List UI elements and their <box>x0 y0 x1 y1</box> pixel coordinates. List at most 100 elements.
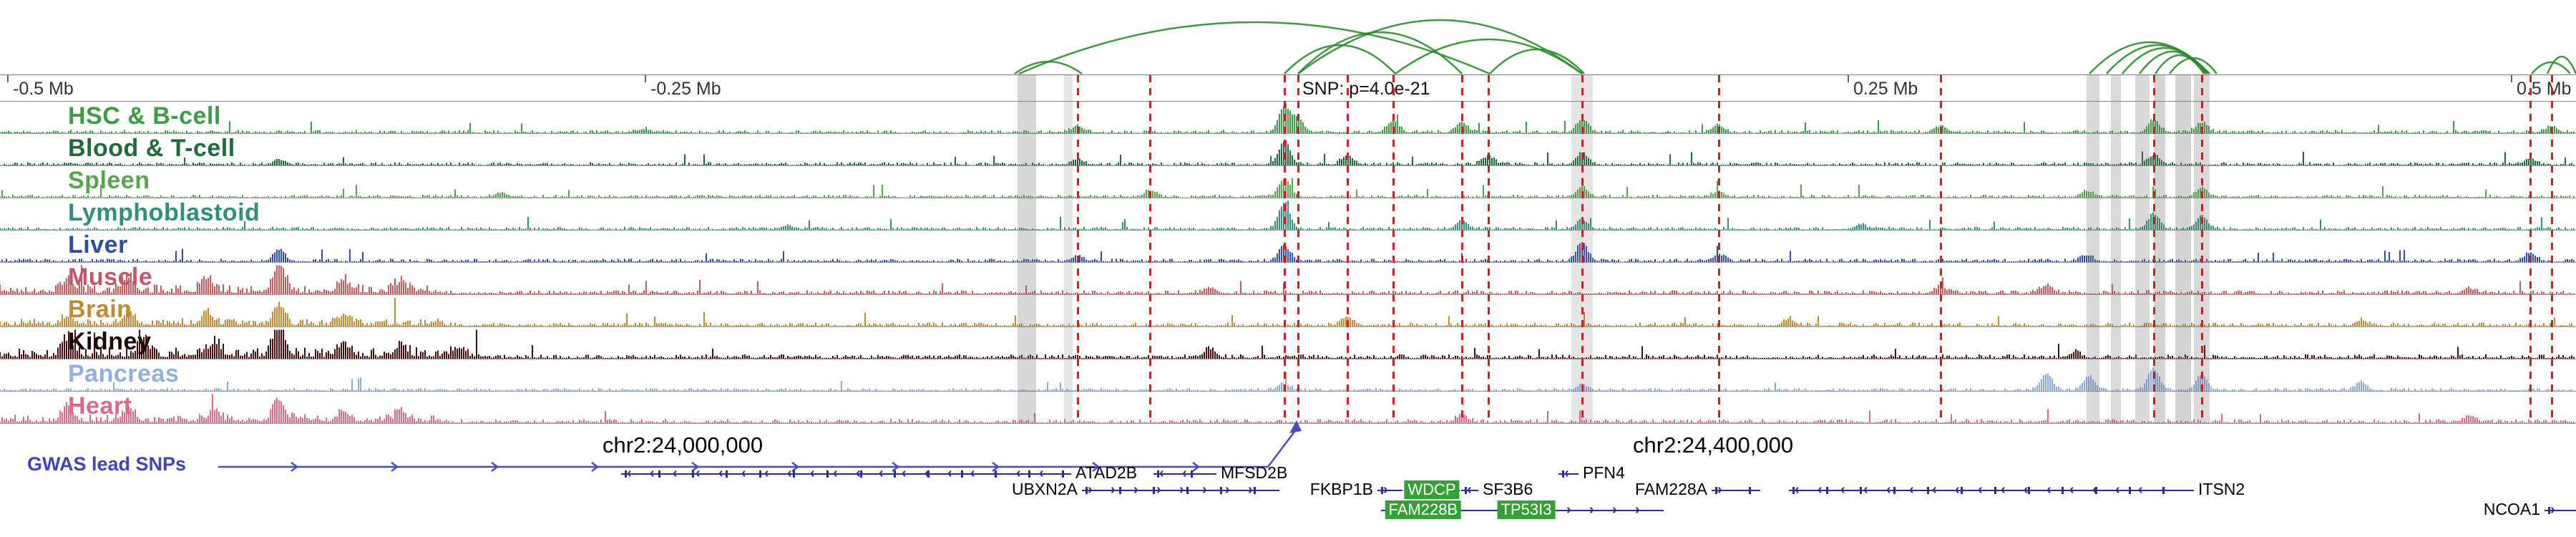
track-label-blood-t-cell[interactable]: Blood & T-cell <box>68 135 235 162</box>
gene-sf3b6[interactable]: ‹ SF3B6 <box>1461 480 1533 499</box>
exon-tick <box>2095 487 2097 494</box>
exon-tick <box>2028 487 2030 494</box>
strand-arrow: ‹ <box>1039 465 1044 481</box>
gene-label-fam228a[interactable]: FAM228A <box>1635 480 1707 498</box>
gene-label-ncoa1[interactable]: NCOA1 <box>2483 500 2540 518</box>
strand-arrow: ‹ <box>833 465 838 481</box>
track-row-muscle[interactable]: Muscle <box>0 263 2576 295</box>
strand-arrow: ‹ <box>2046 482 2051 498</box>
gene-fam228b[interactable]: ‹‹‹‹FAM228B <box>1381 500 1501 519</box>
gene-fam228a[interactable]: › FAM228A <box>1635 480 1760 499</box>
exon-tick <box>1254 487 1256 494</box>
track-row-blood-t-cell[interactable]: Blood & T-cell <box>0 134 2576 166</box>
gene-line <box>1558 473 1579 475</box>
gene-label-itsn2[interactable]: ITSN2 <box>2198 480 2245 498</box>
track-signal-spleen <box>0 177 2575 198</box>
track-label-hsc-b-cell[interactable]: HSC & B-cell <box>68 102 221 130</box>
track-label-lymphoblastoid[interactable]: Lymphoblastoid <box>68 199 260 226</box>
gene-label-atad2b[interactable]: ATAD2B <box>1075 463 1138 482</box>
strand-arrow: › <box>1566 502 1571 518</box>
exon-tick <box>658 470 660 478</box>
strand-arrow: ‹ <box>650 465 655 481</box>
track-row-spleen[interactable]: Spleen <box>0 166 2576 198</box>
gene-label-sf3b6[interactable]: SF3B6 <box>1483 480 1533 498</box>
gene-label-tp53i3[interactable]: TP53I3 <box>1497 500 1556 519</box>
strand-arrow: ‹ <box>1955 482 1960 498</box>
track-row-pancreas[interactable]: Pancreas <box>0 359 2576 392</box>
exon-tick <box>826 470 829 478</box>
track-signal-path <box>0 140 2575 165</box>
track-row-lymphoblastoid[interactable]: Lymphoblastoid <box>0 198 2576 231</box>
track-label-brain[interactable]: Brain <box>68 296 132 323</box>
gene-line <box>1789 490 2194 491</box>
gene-ubxn2a[interactable]: › › › › › › › › UBXN2A <box>1012 480 1279 499</box>
track-row-kidney[interactable]: Kidney <box>0 327 2576 359</box>
strand-arrow: ‹ <box>1159 465 1164 481</box>
interaction-arc <box>1297 31 1463 74</box>
strand-arrow: ‹ <box>1978 482 1983 498</box>
ruler-tick-label: -0.25 Mb <box>650 79 721 99</box>
gene-pfn4[interactable]: ‹ PFN4 <box>1558 463 1625 483</box>
exon-tick <box>1860 487 1862 494</box>
interaction-arc <box>1395 38 1583 74</box>
strand-arrow: › <box>2550 502 2555 518</box>
strand-arrow: ‹ <box>2092 482 2097 498</box>
track-row-brain[interactable]: Brain <box>0 295 2576 327</box>
track-label-muscle[interactable]: Muscle <box>68 263 153 291</box>
gene-line <box>1712 490 1760 491</box>
interaction-arc <box>2169 57 2218 74</box>
gene-label-fkbp1b[interactable]: FKBP1B <box>1309 480 1373 498</box>
gene-line <box>1492 510 1664 511</box>
gene-mfsd2b[interactable]: ‹ ‹ MFSD2B <box>1153 463 1287 483</box>
gene-tp53i3[interactable]: ›››››››TP53I3 <box>1492 500 1664 519</box>
strand-arrow: ‹ <box>810 465 815 481</box>
track-label-pancreas[interactable]: Pancreas <box>68 360 180 387</box>
exon-tick <box>860 470 862 478</box>
gene-label-mfsd2b[interactable]: MFSD2B <box>1221 463 1288 482</box>
strand-arrow: ‹ <box>2069 482 2074 498</box>
track-row-liver[interactable]: Liver <box>0 231 2576 263</box>
track-signal-path <box>0 200 2575 230</box>
gene-wdcp[interactable]: ››WDCP <box>1404 480 1460 499</box>
exon-tick <box>1028 470 1030 478</box>
gene-atad2b[interactable]: ‹‹‹‹‹‹‹‹‹‹‹‹‹‹‹‹‹‹‹ATAD2B <box>621 463 1137 483</box>
strand-arrow: ‹ <box>2138 482 2143 498</box>
gene-label-wdcp[interactable]: WDCP <box>1404 480 1460 499</box>
exon-tick <box>2062 487 2064 494</box>
exon-tick <box>2548 507 2550 514</box>
exon-tick <box>1119 487 1121 494</box>
exon-tick <box>1893 487 1896 494</box>
gene-line <box>1153 473 1216 475</box>
strand-arrow: › <box>1133 482 1138 498</box>
track-label-kidney[interactable]: Kidney <box>68 328 152 355</box>
ruler-tick-label: 0.25 Mb <box>1853 79 1918 99</box>
strand-arrow: ‹ <box>764 465 769 481</box>
exon-tick <box>759 470 761 478</box>
gene-label-ubxn2a[interactable]: UBXN2A <box>1011 480 1078 498</box>
strand-arrow: ‹ <box>718 465 723 481</box>
track-signal-path <box>0 367 2575 391</box>
exon-tick <box>1062 470 1064 478</box>
track-label-liver[interactable]: Liver <box>68 231 128 258</box>
gene-fkbp1b[interactable]: › FKBP1B <box>1310 480 1402 499</box>
gene-line <box>621 473 1071 475</box>
gene-label-pfn4[interactable]: PFN4 <box>1583 463 1625 482</box>
gene-itsn2[interactable]: ‹‹‹‹‹‹‹‹‹‹‹‹‹‹‹‹‹ITSN2 <box>1789 480 2245 499</box>
interaction-arc <box>1284 44 1396 74</box>
gene-label-fam228b[interactable]: FAM228B <box>1385 500 1462 519</box>
exon-tick <box>1715 487 1717 494</box>
interaction-arc <box>1018 21 1491 74</box>
track-signal-lymphoblastoid <box>0 200 2575 230</box>
exon-tick <box>1562 470 1564 478</box>
track-row-heart[interactable]: Heart <box>0 392 2576 424</box>
track-signal-path <box>0 265 2575 294</box>
gene-ncoa1[interactable]: › NCOA1 <box>2484 500 2576 519</box>
strand-arrow: › <box>1717 482 1722 498</box>
track-label-heart[interactable]: Heart <box>68 392 132 420</box>
exon-tick <box>1186 487 1189 494</box>
track-label-spleen[interactable]: Spleen <box>68 167 150 194</box>
track-row-hsc-b-cell[interactable]: HSC & B-cell <box>0 102 2576 134</box>
exon-tick <box>1792 487 1795 494</box>
exon-tick <box>995 470 997 478</box>
